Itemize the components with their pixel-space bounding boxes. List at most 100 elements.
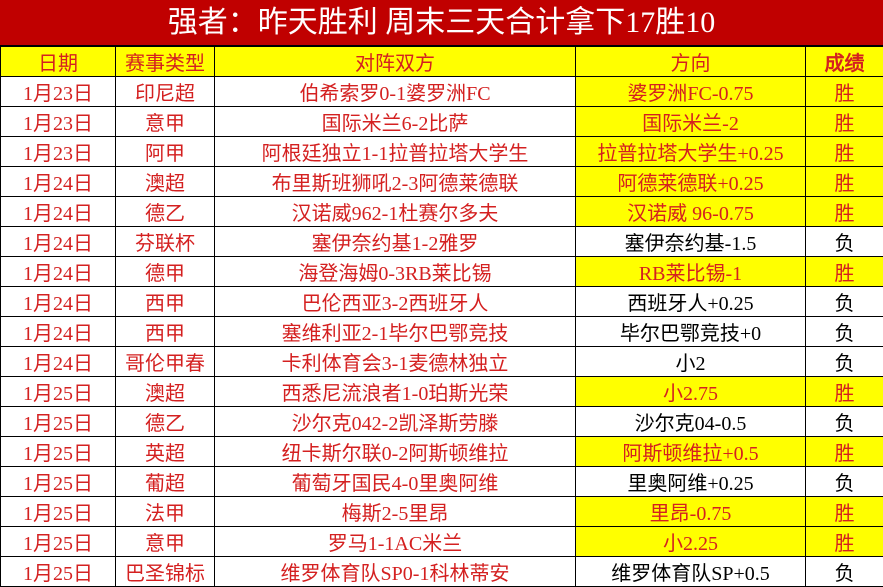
result-cell: 胜 [806,497,883,527]
date-cell: 1月25日 [1,497,116,527]
league-cell: 巴圣锦标 [116,557,215,587]
direction-cell: 里昂-0.75 [576,497,806,527]
result-cell: 胜 [806,257,883,287]
league-cell: 澳超 [116,377,215,407]
date-cell: 1月24日 [1,347,116,377]
match-cell: 塞维利亚2-1毕尔巴鄂竞技 [215,317,576,347]
match-cell: 海登海姆0-3RB莱比锡 [215,257,576,287]
league-cell: 法甲 [116,497,215,527]
date-cell: 1月25日 [1,467,116,497]
direction-cell: 小2 [576,347,806,377]
match-cell: 罗马1-1AC米兰 [215,527,576,557]
result-cell: 胜 [806,377,883,407]
match-cell: 葡萄牙国民4-0里奥阿维 [215,467,576,497]
match-cell: 阿根廷独立1-1拉普拉塔大学生 [215,137,576,167]
header-direction: 方向 [576,47,806,77]
match-cell: 巴伦西亚3-2西班牙人 [215,287,576,317]
table-header-row: 日期 赛事类型 对阵双方 方向 成绩 [1,47,883,77]
match-cell: 国际米兰6-2比萨 [215,107,576,137]
match-cell: 梅斯2-5里昂 [215,497,576,527]
direction-cell: 毕尔巴鄂竞技+0 [576,317,806,347]
league-cell: 德甲 [116,257,215,287]
result-cell: 胜 [806,527,883,557]
result-cell: 胜 [806,437,883,467]
match-cell: 伯希索罗0-1婆罗洲FC [215,77,576,107]
direction-cell: 拉普拉塔大学生+0.25 [576,137,806,167]
direction-cell: 阿德莱德联+0.25 [576,167,806,197]
result-cell: 负 [806,557,883,587]
league-cell: 阿甲 [116,137,215,167]
direction-cell: 西班牙人+0.25 [576,287,806,317]
header-match: 对阵双方 [215,47,576,77]
direction-cell: 汉诺威 96-0.75 [576,197,806,227]
result-cell: 胜 [806,167,883,197]
match-cell: 卡利体育会3-1麦德林独立 [215,347,576,377]
date-cell: 1月25日 [1,527,116,557]
match-cell: 沙尔克042-2凯泽斯劳滕 [215,407,576,437]
result-cell: 负 [806,227,883,257]
page-title: 强者：昨天胜利 周末三天合计拿下17胜10 [0,0,883,46]
direction-cell: 里奥阿维+0.25 [576,467,806,497]
date-cell: 1月24日 [1,257,116,287]
result-cell: 负 [806,347,883,377]
direction-cell: 沙尔克04-0.5 [576,407,806,437]
result-cell: 负 [806,317,883,347]
date-cell: 1月24日 [1,227,116,257]
league-cell: 哥伦甲春 [116,347,215,377]
date-cell: 1月25日 [1,437,116,467]
direction-cell: 阿斯顿维拉+0.5 [576,437,806,467]
league-cell: 德乙 [116,197,215,227]
result-cell: 负 [806,467,883,497]
result-cell: 胜 [806,197,883,227]
league-cell: 英超 [116,437,215,467]
result-cell: 负 [806,287,883,317]
result-cell: 胜 [806,137,883,167]
league-cell: 意甲 [116,527,215,557]
date-cell: 1月25日 [1,377,116,407]
league-cell: 印尼超 [116,77,215,107]
direction-cell: 塞伊奈约基-1.5 [576,227,806,257]
league-cell: 西甲 [116,317,215,347]
direction-cell: 小2.25 [576,527,806,557]
header-type: 赛事类型 [116,47,215,77]
date-cell: 1月23日 [1,137,116,167]
result-cell: 负 [806,407,883,437]
header-date: 日期 [1,47,116,77]
league-cell: 西甲 [116,287,215,317]
match-cell: 塞伊奈约基1-2雅罗 [215,227,576,257]
league-cell: 意甲 [116,107,215,137]
direction-cell: 维罗体育队SP+0.5 [576,557,806,587]
header-result: 成绩 [806,47,883,77]
direction-cell: 小2.75 [576,377,806,407]
league-cell: 葡超 [116,467,215,497]
match-cell: 西悉尼流浪者1-0珀斯光荣 [215,377,576,407]
league-cell: 芬联杯 [116,227,215,257]
date-cell: 1月25日 [1,557,116,587]
result-cell: 胜 [806,77,883,107]
date-cell: 1月23日 [1,107,116,137]
result-cell: 胜 [806,107,883,137]
match-cell: 维罗体育队SP0-1科林蒂安 [215,557,576,587]
league-cell: 德乙 [116,407,215,437]
direction-cell: RB莱比锡-1 [576,257,806,287]
match-cell: 汉诺威962-1杜赛尔多夫 [215,197,576,227]
date-cell: 1月24日 [1,317,116,347]
date-cell: 1月24日 [1,167,116,197]
